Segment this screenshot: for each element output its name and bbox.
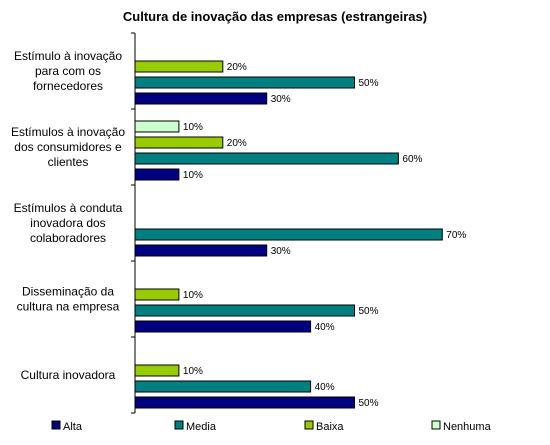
legend-label: Nenhuma [443,421,492,433]
category-label: Estímulos à inovação [11,125,125,139]
category-label: colaboradores [30,231,106,245]
data-label: 40% [315,322,335,333]
data-label: 20% [227,138,247,149]
category-label: Estímulo à inovação [14,49,122,63]
data-label: 30% [271,246,291,257]
bar-alta [134,92,268,105]
legend-swatch-alta [51,420,61,430]
bar-baixa [134,364,180,377]
chart-title: Cultura de inovação das empresas (estran… [123,9,427,24]
category-label: Estímulos à conduta [14,201,123,215]
bar-alta [134,320,312,333]
data-label: 10% [183,122,203,133]
bar-media [134,304,355,317]
bar-media [134,152,399,165]
data-label: 30% [271,94,291,105]
data-label: 60% [402,154,422,165]
category-label: clientes [48,155,89,169]
bar-media [134,228,443,241]
data-label: 50% [359,306,379,317]
category-label: cultura na empresa [17,300,120,314]
legend-swatch-nenhuma [431,420,441,430]
category-label: Disseminação da [22,285,114,299]
legend-swatch-baixa [304,420,314,430]
category-label: dos consumidores e [14,140,122,154]
data-label: 20% [227,62,247,73]
bar-alta [134,168,180,181]
legend-label: Media [186,421,217,433]
bar-alta [134,396,355,409]
bar-baixa [134,60,224,73]
category-label: inovadora dos [30,216,105,230]
bar-baixa [134,136,224,149]
bar-nenhuma [134,120,180,133]
bar-alta [134,244,268,257]
bar-media [134,76,355,89]
data-label: 50% [359,78,379,89]
category-label: Cultura inovadora [21,368,116,382]
category-label: para com os [35,64,101,78]
category-label: fornecedores [33,79,103,93]
data-label: 50% [359,398,379,409]
legend-label: Alta [63,421,83,433]
data-label: 70% [446,230,466,241]
legend-swatch-media [174,420,184,430]
data-label: 10% [183,366,203,377]
data-label: 10% [183,290,203,301]
bar-media [134,380,312,393]
data-label: 10% [183,170,203,181]
legend-label: Baixa [316,421,344,433]
data-label: 40% [315,382,335,393]
bar-baixa [134,288,180,301]
